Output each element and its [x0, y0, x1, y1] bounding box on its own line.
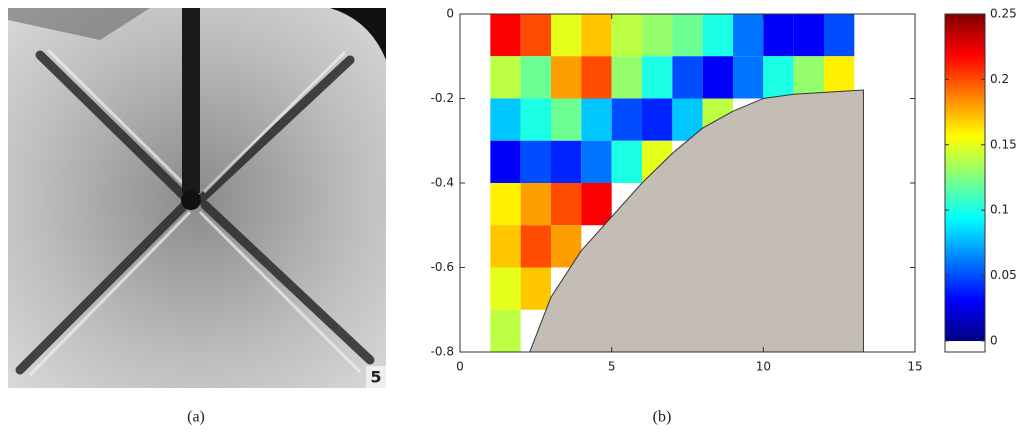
heat-cell: [581, 14, 612, 57]
y-tick-label: -0.6: [431, 260, 454, 274]
colorbar: [944, 13, 986, 353]
heat-cell: [581, 56, 612, 99]
y-tick-label: 0: [446, 7, 454, 21]
colorbar-tick-label: 0.2: [990, 72, 1009, 86]
heat-cell: [733, 56, 764, 99]
heat-cell: [611, 56, 642, 99]
heat-cell: [520, 183, 551, 226]
heat-cell: [520, 98, 551, 141]
photo: 5: [8, 8, 386, 388]
heat-cell: [733, 14, 764, 57]
heat-cell: [763, 14, 794, 57]
photo-label: 5: [370, 368, 381, 387]
heat-cell: [520, 225, 551, 268]
x-tick-label: 15: [907, 360, 922, 374]
y-tick-label: -0.4: [431, 176, 454, 190]
heat-cell: [490, 183, 521, 226]
heat-cell: [581, 183, 612, 226]
x-tick-label: 5: [608, 360, 616, 374]
heat-cell: [672, 56, 703, 99]
heat-cell: [581, 98, 612, 141]
heat-cell: [702, 14, 733, 57]
heat-cell: [642, 98, 673, 141]
heat-cell: [520, 14, 551, 57]
heat-cell: [611, 14, 642, 57]
heat-cell: [642, 14, 673, 57]
colorbar-tick-label: 0.05: [990, 268, 1017, 282]
x-tick-label: 10: [756, 360, 771, 374]
heatmap-plot: [490, 14, 864, 353]
heat-cell: [490, 225, 521, 268]
heat-cell: [551, 98, 582, 141]
heat-cell: [793, 14, 824, 57]
heat-cell: [581, 140, 612, 183]
y-tick-label: -0.8: [431, 345, 454, 359]
heat-cell: [793, 56, 824, 99]
colorbar-tick-label: 0: [990, 333, 998, 347]
heat-cell: [611, 140, 642, 183]
heat-cell: [551, 183, 582, 226]
heat-cell: [642, 56, 673, 99]
heat-cell: [551, 14, 582, 57]
heat-cell: [611, 98, 642, 141]
x-tick-label: 0: [456, 360, 464, 374]
heat-cell: [551, 56, 582, 99]
heat-cell: [551, 140, 582, 183]
heat-cell: [490, 140, 521, 183]
colorbar-tick-label: 0.1: [990, 203, 1009, 217]
heat-cell: [824, 14, 855, 57]
colorbar-tick-label: 0.15: [990, 137, 1017, 151]
heat-cell: [763, 56, 794, 99]
heat-cell: [520, 267, 551, 310]
caption: (b): [653, 409, 672, 426]
heat-cell: [490, 309, 521, 352]
heat-cell: [520, 140, 551, 183]
heat-cell: [490, 56, 521, 99]
seabed: [529, 89, 864, 353]
caption: (a): [187, 409, 205, 426]
heat-cell: [520, 56, 551, 99]
heat-cell: [490, 98, 521, 141]
colorbar-tick-label: 0.25: [990, 7, 1017, 21]
heat-cell: [490, 14, 521, 57]
heat-cell: [490, 267, 521, 310]
heat-cell: [702, 56, 733, 99]
y-tick-label: -0.2: [431, 91, 454, 105]
heat-cell: [672, 14, 703, 57]
